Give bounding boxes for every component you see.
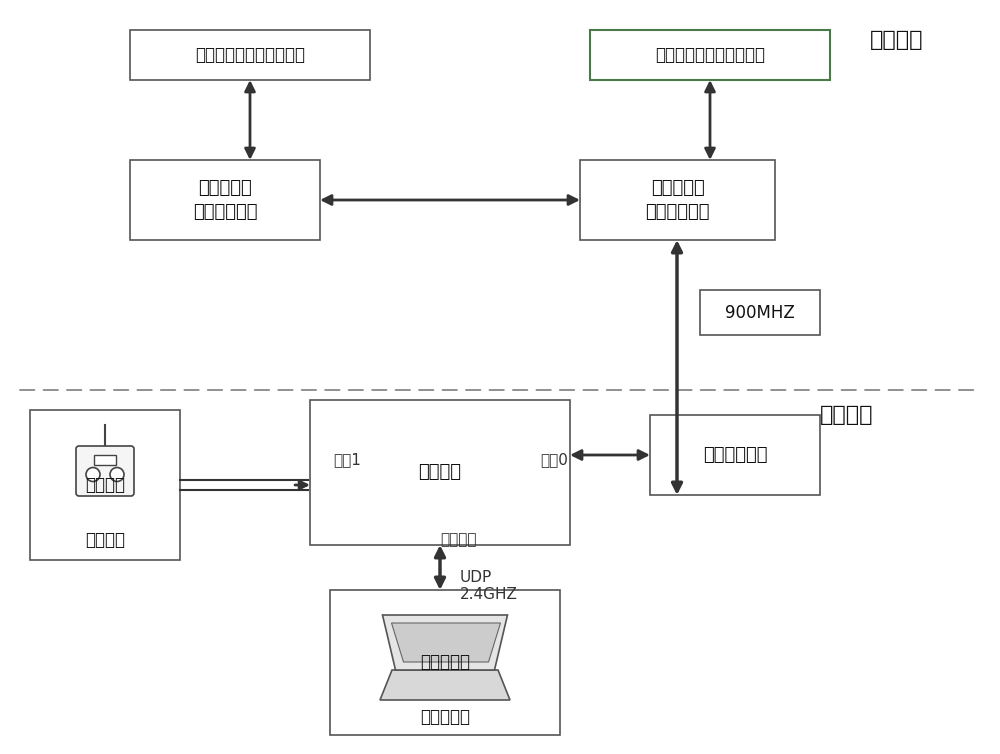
Text: 目标无人机
无线接收模块: 目标无人机 无线接收模块 — [193, 179, 257, 222]
Text: 基站模块: 基站模块 — [418, 464, 462, 482]
Text: 中继无人机
无线接收模块: 中继无人机 无线接收模块 — [645, 179, 710, 222]
Text: 串口1: 串口1 — [333, 452, 361, 467]
Circle shape — [86, 467, 100, 482]
Text: 900MHZ: 900MHZ — [725, 304, 795, 321]
Text: 地面部分: 地面部分 — [820, 405, 874, 425]
Bar — [590, 30, 830, 80]
Bar — [30, 410, 180, 560]
Bar — [330, 590, 560, 735]
Text: 地面站模块: 地面站模块 — [420, 654, 470, 672]
Text: 无线网卡: 无线网卡 — [440, 532, 477, 547]
Bar — [130, 30, 370, 80]
Text: 2.4GHZ: 2.4GHZ — [460, 587, 518, 602]
Text: 遥控模块: 遥控模块 — [85, 476, 125, 494]
Text: UDP: UDP — [460, 570, 492, 585]
FancyBboxPatch shape — [76, 446, 134, 496]
Bar — [580, 160, 775, 240]
Bar — [650, 415, 820, 495]
Text: 空中部分: 空中部分 — [870, 30, 924, 50]
Text: 目标无人机主控制器模块: 目标无人机主控制器模块 — [195, 46, 305, 64]
Text: 遥控模块: 遥控模块 — [85, 531, 125, 549]
Text: 中继无人机主控制器模块: 中继无人机主控制器模块 — [655, 46, 765, 64]
Polygon shape — [382, 615, 508, 670]
Bar — [94, 455, 116, 465]
Text: 无线发送模块: 无线发送模块 — [703, 446, 767, 464]
Circle shape — [110, 467, 124, 482]
Polygon shape — [392, 623, 501, 662]
Bar — [310, 400, 570, 545]
Text: 地面站模块: 地面站模块 — [420, 708, 470, 726]
Text: 串口0: 串口0 — [540, 452, 568, 467]
Polygon shape — [380, 670, 510, 700]
Bar — [700, 290, 820, 335]
Bar — [130, 160, 320, 240]
